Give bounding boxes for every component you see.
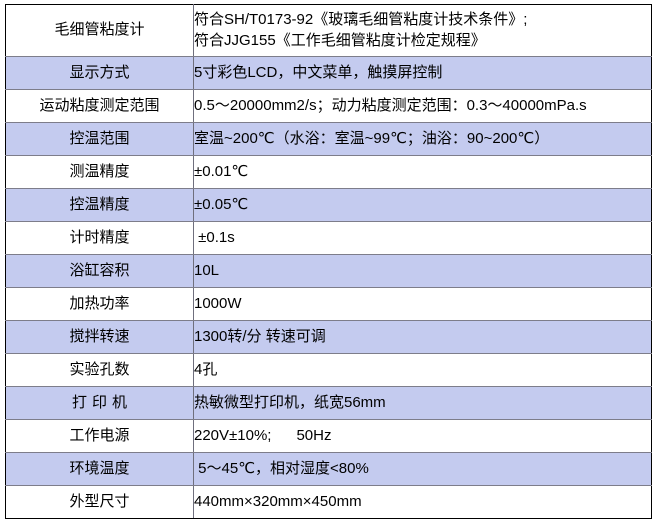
table-row: 测温精度 ±0.01℃ [5,155,652,189]
table-cell-value: 220V±10%; 50Hz [193,419,652,453]
row-label-text: 运动粘度测定范围 [39,96,160,114]
table-cell-label: 搅拌转速 [5,320,194,354]
table-cell-label: 控温精度 [5,188,194,222]
table-cell-value: 0.5～20000mm2/s；动力粘度测定范围：0.3～40000mPa.s [193,89,652,123]
table-cell-label: 环境温度 [5,452,194,486]
row-label-text: 毛细管粘度计 [54,21,145,39]
table-cell-label: 外型尺寸 [5,485,194,519]
row-value-text: 室温~200℃（水浴：室温~99℃；油浴：90~200℃） [194,129,550,147]
table-cell-label: 测温精度 [5,155,194,189]
row-value-text: ±0.05℃ [194,195,249,213]
specification-table-body: 毛细管粘度计 符合SH/T0173-92《玻璃毛细管粘度计技术条件》; 符合JJG1… [5,4,652,519]
specification-table-container: 毛细管粘度计 符合SH/T0173-92《玻璃毛细管粘度计技术条件》; 符合JJG1… [5,4,652,519]
row-label-text: 搅拌转速 [69,327,130,345]
row-value-text: 220V±10%; 50Hz [194,426,332,444]
row-label-text: 控温精度 [69,195,130,213]
row-label-text: 实验孔数 [69,360,130,378]
row-value-text: 440mm×320mm×450mm [194,492,362,510]
table-row: 环境温度 5～45℃，相对湿度<80% [5,452,652,486]
table-row: 打印机 热敏微型打印机，纸宽56mm [5,386,652,420]
table-cell-label: 实验孔数 [5,353,194,387]
table-cell-value: 440mm×320mm×450mm [193,485,652,519]
row-value-text: ±0.01℃ [194,162,249,180]
table-row: 毛细管粘度计 符合SH/T0173-92《玻璃毛细管粘度计技术条件》; 符合JJG1… [5,4,652,57]
row-value-text: 1000W [194,294,242,312]
row-label-text: 测温精度 [69,162,130,180]
table-cell-label: 加热功率 [5,287,194,321]
table-cell-label: 打印机 [5,386,194,420]
table-cell-label: 显示方式 [5,56,194,90]
table-cell-value: ±0.01℃ [193,155,652,189]
row-value-text: 0.5～20000mm2/s；动力粘度测定范围：0.3～40000mPa.s [194,96,587,114]
table-row: 显示方式 5寸彩色LCD，中文菜单，触摸屏控制 [5,56,652,90]
table-cell-value: 5～45℃，相对湿度<80% [193,452,652,486]
table-row: 浴缸容积 10L [5,254,652,288]
row-label-text: 浴缸容积 [69,261,130,279]
table-row: 加热功率 1000W [5,287,652,321]
row-value-text: 符合SH/T0173-92《玻璃毛细管粘度计技术条件》; [194,10,528,28]
row-label-text: 外型尺寸 [69,492,130,510]
table-row: 控温精度 ±0.05℃ [5,188,652,222]
table-cell-value: 10L [193,254,652,288]
row-label-text: 显示方式 [69,63,130,81]
table-cell-value: 符合SH/T0173-92《玻璃毛细管粘度计技术条件》; 符合JJG155《工作毛… [193,4,652,57]
table-row: 计时精度 ±0.1s [5,221,652,255]
row-label-text: 加热功率 [69,294,130,312]
row-value-text: 10L [194,261,220,279]
row-label-text: 环境温度 [69,459,130,477]
table-row: 工作电源 220V±10%; 50Hz [5,419,652,453]
row-label-text: 计时精度 [69,228,130,246]
table-cell-value: 1300转/分 转速可调 [193,320,652,354]
row-label-text: 打印机 [71,393,132,411]
row-label-text: 控温范围 [69,129,130,147]
table-cell-value: 5寸彩色LCD，中文菜单，触摸屏控制 [193,56,652,90]
table-cell-label: 运动粘度测定范围 [5,89,194,123]
row-value-text: 5～45℃，相对湿度<80% [194,459,369,477]
row-label-text: 工作电源 [69,426,130,444]
table-row: 控温范围 室温~200℃（水浴：室温~99℃；油浴：90~200℃） [5,122,652,156]
specification-table: 毛细管粘度计 符合SH/T0173-92《玻璃毛细管粘度计技术条件》; 符合JJG1… [5,4,652,519]
table-cell-value: ±0.1s [193,221,652,255]
table-cell-value: 室温~200℃（水浴：室温~99℃；油浴：90~200℃） [193,122,652,156]
row-value-text: ±0.1s [194,228,235,246]
table-cell-value: 热敏微型打印机，纸宽56mm [193,386,652,420]
table-cell-label: 计时精度 [5,221,194,255]
row-value-text: 4孔 [194,360,218,378]
row-value-text: 5寸彩色LCD，中文菜单，触摸屏控制 [194,63,443,81]
row-value-text: 1300转/分 转速可调 [194,327,326,345]
table-cell-label: 浴缸容积 [5,254,194,288]
table-cell-value: 1000W [193,287,652,321]
table-cell-label: 工作电源 [5,419,194,453]
table-row: 运动粘度测定范围 0.5～20000mm2/s；动力粘度测定范围：0.3～4000… [5,89,652,123]
row-value-text: 热敏微型打印机，纸宽56mm [194,393,386,411]
table-row: 搅拌转速 1300转/分 转速可调 [5,320,652,354]
table-cell-label: 毛细管粘度计 [5,4,194,57]
table-row: 实验孔数 4孔 [5,353,652,387]
table-cell-value: ±0.05℃ [193,188,652,222]
row-value-text: 符合JJG155《工作毛细管粘度计检定规程》 [194,31,486,49]
table-cell-value: 4孔 [193,353,652,387]
table-row: 外型尺寸 440mm×320mm×450mm [5,485,652,519]
table-cell-label: 控温范围 [5,122,194,156]
